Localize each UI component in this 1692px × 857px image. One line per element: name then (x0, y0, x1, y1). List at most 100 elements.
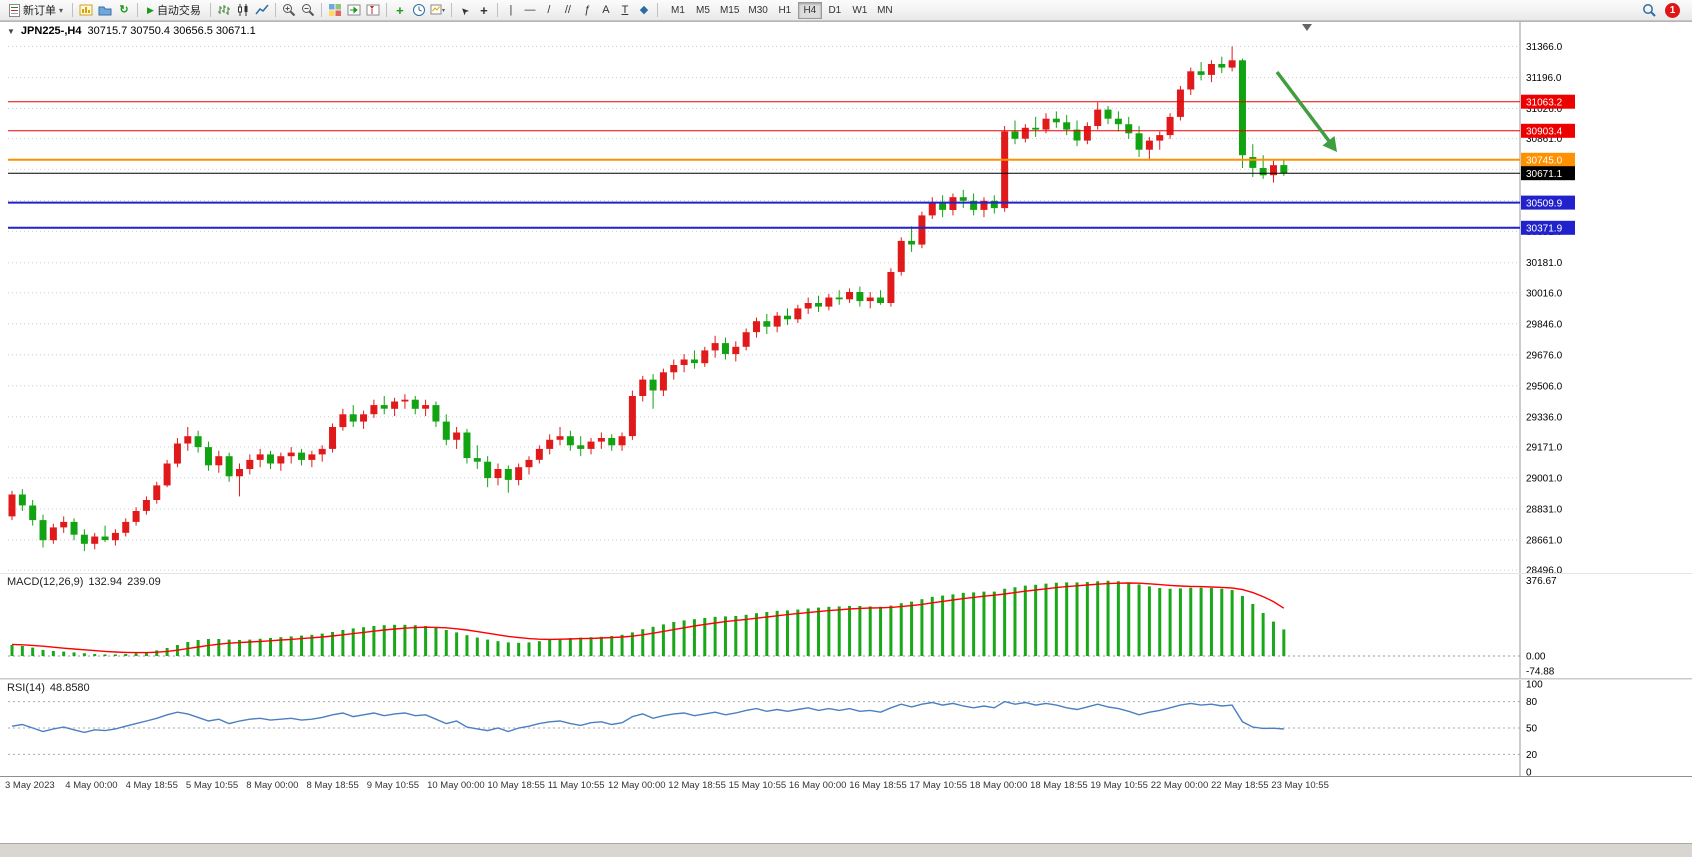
trend-arrow[interactable] (1275, 70, 1337, 152)
date-label: 22 May 00:00 (1150, 780, 1209, 791)
one-click-toggle-icon[interactable]: ▼ (7, 26, 15, 36)
timeframe-H1[interactable]: H1 (778, 4, 792, 16)
date-label: 15 May 10:55 (728, 780, 787, 791)
candlestick-chart-button[interactable] (234, 1, 252, 19)
toolbar-separator (72, 3, 74, 17)
toolbar-separator (656, 3, 658, 17)
date-label: 16 May 00:00 (788, 780, 847, 791)
line-chart-button[interactable] (253, 1, 271, 19)
svg-text:29846.0: 29846.0 (1526, 319, 1563, 330)
bar-chart-button[interactable] (215, 1, 233, 19)
macd-main-value: 132.94 (88, 576, 123, 588)
new-chart-button[interactable] (77, 1, 95, 19)
svg-text:31063.2: 31063.2 (1526, 98, 1563, 109)
text-icon: A (602, 3, 610, 16)
timeframe-M1[interactable]: M1 (670, 4, 685, 16)
timeframe-M30[interactable]: M30 (748, 4, 768, 16)
main-chart[interactable]: 31366.031196.031026.030861.030691.030521… (0, 22, 1692, 573)
new-chart-icon (79, 4, 93, 16)
rsi-name: RSI(14) (7, 682, 45, 694)
hline-30371.9[interactable]: 30371.9 (8, 220, 1575, 235)
vertical-line-tool[interactable]: | (502, 1, 520, 19)
crosshair-tool-button[interactable]: + (475, 1, 493, 19)
date-label: 8 May 00:00 (246, 780, 299, 791)
timeframe-W1[interactable]: W1 (852, 4, 868, 16)
svg-text:100: 100 (1526, 680, 1543, 691)
hline-30903.4[interactable]: 30903.4 (8, 123, 1575, 138)
profiles-button[interactable] (96, 1, 114, 19)
trendline-icon: / (547, 3, 551, 16)
horizontal-line-tool[interactable]: — (521, 1, 539, 19)
auto-scroll-icon (347, 4, 361, 16)
status-bar (0, 843, 1692, 857)
hline-30671.1[interactable]: 30671.1 (8, 166, 1575, 181)
indicators-button[interactable]: + (391, 1, 409, 19)
chart-title: ▼ JPN225-,H4 30715.7 30750.4 30656.5 306… (7, 25, 256, 37)
templates-button[interactable] (429, 1, 447, 19)
toolbar-separator (274, 3, 276, 17)
fibonacci-icon: ƒ (583, 3, 590, 16)
candles-layer (8, 46, 1288, 552)
svg-text:50: 50 (1526, 724, 1538, 735)
notification-badge[interactable]: 1 (1665, 2, 1680, 18)
window-background (0, 794, 1692, 843)
refresh-icon: ↻ (119, 3, 129, 16)
chart-shift-marker[interactable] (1302, 24, 1312, 31)
autotrading-button[interactable]: ▶ 自动交易 (142, 1, 206, 19)
macd-splitter[interactable] (0, 572, 1692, 574)
date-label: 10 May 18:55 (487, 780, 545, 791)
svg-text:31026.0: 31026.0 (1526, 104, 1563, 115)
dropdown-arrow-icon: ▾ (59, 5, 64, 15)
svg-text:20: 20 (1526, 750, 1538, 761)
chart-window[interactable]: 31366.031196.031026.030861.030691.030521… (0, 21, 1692, 573)
macd-chart[interactable]: 376.67 0.00 -74.88 (0, 574, 1692, 678)
macd-name: MACD(12,26,9) (7, 576, 84, 588)
zoom-out-button[interactable] (299, 1, 317, 19)
svg-text:28831.0: 28831.0 (1526, 505, 1563, 516)
svg-text:30903.4: 30903.4 (1526, 127, 1563, 138)
timeframe-H4[interactable]: H4 (797, 1, 822, 19)
rsi-splitter[interactable] (0, 678, 1692, 680)
shapes-tool[interactable]: ◆ (635, 1, 653, 19)
refresh-button[interactable]: ↻ (115, 1, 133, 19)
hline-30509.9[interactable]: 30509.9 (8, 195, 1575, 210)
cursor-tool-button[interactable]: ➤ (456, 1, 474, 19)
vertical-line-icon: | (509, 3, 513, 16)
timeframe-MN[interactable]: MN (877, 4, 893, 16)
periods-button[interactable] (410, 1, 428, 19)
ohlc-values: 30715.7 30750.4 30656.5 30671.1 (87, 25, 256, 37)
tile-windows-button[interactable] (326, 1, 344, 19)
search-button[interactable] (1640, 1, 1658, 19)
date-label: 16 May 18:55 (849, 780, 907, 791)
trendline-tool[interactable]: / (540, 1, 558, 19)
horizontal-line-icon: — (524, 3, 536, 16)
fibonacci-tool[interactable]: ƒ (578, 1, 596, 19)
text-tool[interactable]: A (597, 1, 615, 19)
rsi-chart[interactable]: 100 80 50 20 0 (0, 680, 1692, 776)
date-label: 12 May 18:55 (668, 780, 726, 791)
auto-scroll-button[interactable] (345, 1, 363, 19)
zoom-in-button[interactable] (280, 1, 298, 19)
svg-text:29171.0: 29171.0 (1526, 442, 1563, 453)
label-tool[interactable]: T (616, 1, 634, 19)
svg-text:0.00: 0.00 (1526, 652, 1546, 663)
svg-text:376.67: 376.67 (1526, 576, 1557, 587)
time-axis[interactable]: 3 May 2023 4 May 00:00 4 May 18:55 5 May 10… (0, 776, 1692, 794)
timeframe-D1[interactable]: D1 (828, 4, 842, 16)
new-order-label: 新订单 (23, 5, 56, 17)
macd-histogram (10, 580, 1286, 656)
toolbar-separator (385, 3, 387, 17)
timeframe-M15[interactable]: M15 (719, 4, 740, 16)
hline-30745.0[interactable]: 30745.0 (8, 152, 1575, 167)
new-order-button[interactable]: 新订单 ▾ (4, 1, 68, 19)
bar-chart-icon (217, 5, 230, 15)
rsi-label: RSI(14) 48.8580 (7, 682, 90, 694)
chart-shift-button[interactable] (364, 1, 382, 19)
macd-label: MACD(12,26,9) 132.94 239.09 (7, 576, 161, 588)
hline-31063.2[interactable]: 31063.2 (8, 94, 1575, 109)
channel-tool[interactable]: // (559, 1, 577, 19)
timeframe-M5[interactable]: M5 (695, 4, 710, 16)
date-label: 17 May 10:55 (909, 780, 968, 791)
date-label: 8 May 18:55 (306, 780, 359, 791)
